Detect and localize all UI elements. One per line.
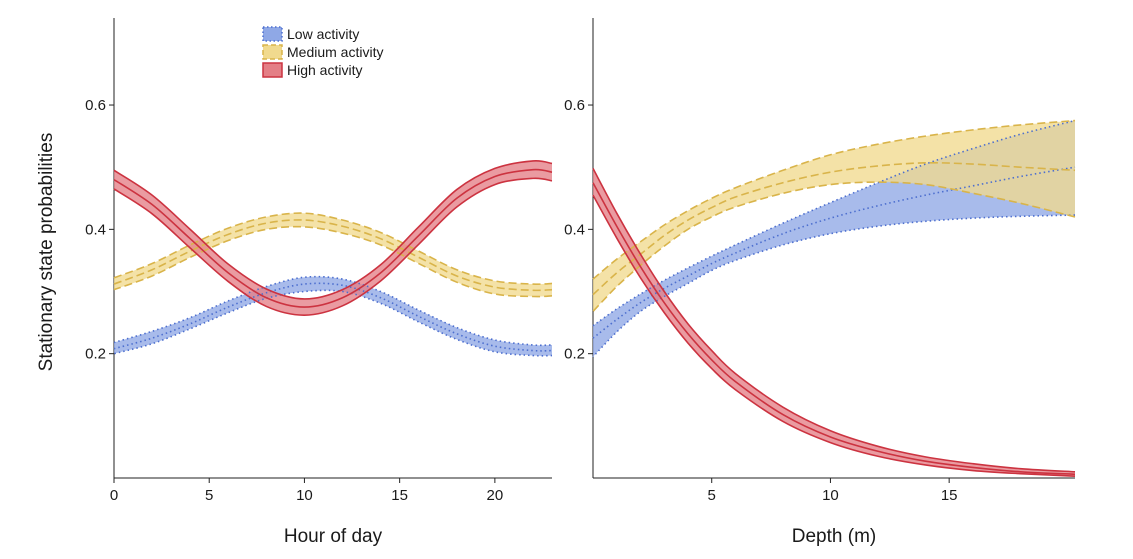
x-tick-label-20-panel1: 20 — [487, 487, 504, 504]
upper-bound-high-activity-panel1 — [113, 160, 553, 300]
mean-line-low-activity-panel1 — [113, 282, 553, 352]
legend: Low activity Medium activity High activi… — [262, 26, 383, 78]
x-tick-label-5-panel2: 5 — [708, 487, 716, 504]
right-y-ticks: 0.2 0.4 0.6 — [564, 97, 593, 363]
left-confidence-bands — [114, 160, 552, 356]
x-tick-label-10-panel1: 10 — [296, 487, 313, 504]
legend-swatch-medium — [262, 44, 283, 60]
band-high-activity-panel1 — [114, 160, 552, 316]
left-x-ticks: 0 5 10 15 20 — [110, 478, 503, 504]
y-tick-label-0.4-panel1: 0.4 — [85, 221, 106, 238]
lower-bound-high-activity-panel2 — [592, 194, 1076, 477]
legend-item-high: High activity — [262, 62, 362, 78]
right-confidence-bands — [593, 120, 1075, 477]
upper-bound-low-activity-panel1 — [113, 275, 553, 347]
legend-label-low: Low activity — [287, 26, 359, 42]
lower-bound-low-activity-panel2 — [592, 214, 1076, 358]
band-low-activity-panel1 — [114, 276, 552, 356]
x-tick-label-5-panel1: 5 — [205, 487, 213, 504]
x-tick-label-10-panel2: 10 — [822, 487, 839, 504]
mean-line-high-activity-panel1 — [113, 168, 553, 308]
left-y-ticks: 0.2 0.4 0.6 — [85, 97, 114, 363]
y-tick-label-0.4-panel2: 0.4 — [564, 221, 585, 238]
mean-line-low-activity-panel2 — [592, 166, 1076, 339]
lower-bound-medium-activity-panel1 — [113, 225, 553, 298]
upper-bound-medium-activity-panel1 — [113, 212, 553, 285]
panel-depth: 0.2 0.4 0.6 5 10 15 Depth (m) — [564, 18, 1076, 547]
right-x-ticks: 5 10 15 — [708, 478, 958, 504]
y-tick-label-0.2-panel1: 0.2 — [85, 346, 106, 363]
x-tick-label-15-panel2: 15 — [941, 487, 958, 504]
upper-bound-low-activity-panel2 — [592, 119, 1076, 327]
lower-bound-low-activity-panel1 — [113, 289, 553, 357]
band-medium-activity-panel2 — [593, 120, 1075, 312]
y-tick-label-0.2-panel2: 0.2 — [564, 346, 585, 363]
legend-label-medium: Medium activity — [287, 44, 383, 60]
upper-bound-medium-activity-panel2 — [592, 119, 1076, 280]
legend-swatch-low — [262, 26, 283, 42]
mean-line-medium-activity-panel2 — [592, 161, 1076, 296]
lower-bound-high-activity-panel1 — [113, 177, 553, 316]
right-x-axis-title: Depth (m) — [792, 526, 876, 547]
y-axis-title: Stationary state probabilities — [36, 133, 57, 372]
left-series-lines — [113, 160, 553, 357]
upper-bound-high-activity-panel2 — [592, 168, 1076, 473]
legend-swatch-high — [262, 62, 283, 78]
right-series-lines — [592, 119, 1076, 477]
mean-line-high-activity-panel2 — [592, 182, 1076, 476]
y-tick-label-0.6-panel1: 0.6 — [85, 97, 106, 114]
panel-hour-of-day: 0.2 0.4 0.6 0 5 10 15 20 Hour of day — [85, 18, 553, 547]
x-tick-label-0-panel1: 0 — [110, 487, 118, 504]
mean-line-medium-activity-panel1 — [113, 219, 553, 292]
y-tick-label-0.6-panel2: 0.6 — [564, 97, 585, 114]
x-tick-label-15-panel1: 15 — [391, 487, 408, 504]
legend-item-medium: Medium activity — [262, 44, 383, 60]
left-x-axis-title: Hour of day — [284, 526, 383, 547]
legend-item-low: Low activity — [262, 26, 359, 42]
lower-bound-medium-activity-panel2 — [592, 181, 1076, 312]
legend-label-high: High activity — [287, 62, 362, 78]
